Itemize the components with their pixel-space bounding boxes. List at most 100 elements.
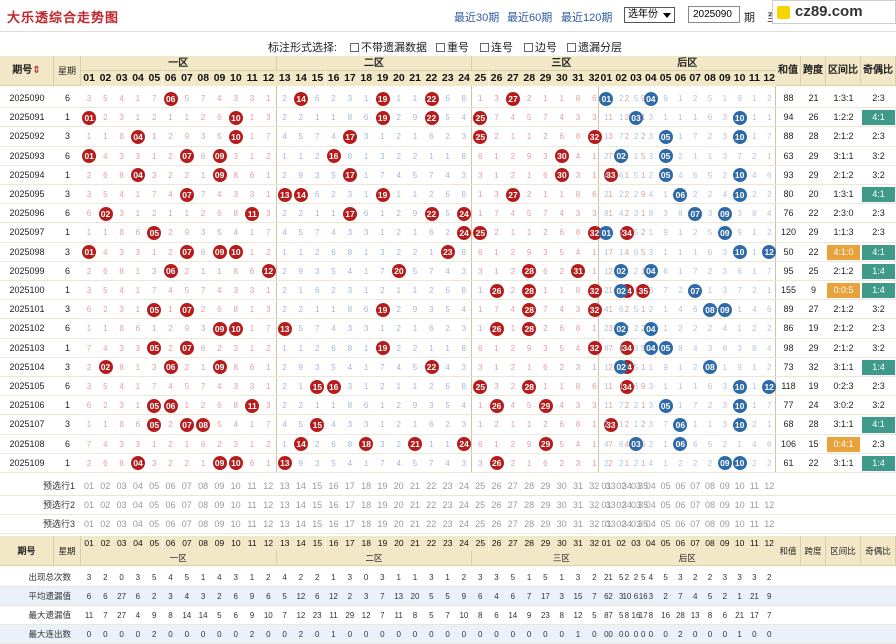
predict-number-cell[interactable]: 08 bbox=[198, 519, 209, 529]
predict-back-number-cell[interactable]: 08 bbox=[704, 519, 715, 529]
predict-number-cell[interactable]: 03 bbox=[116, 481, 127, 491]
predict-back-number-cell[interactable]: 04 bbox=[645, 519, 656, 529]
predict-back-number-cell[interactable]: 10 bbox=[734, 500, 745, 510]
predict-number-cell[interactable]: 18 bbox=[361, 500, 372, 510]
predict-number-cell[interactable]: 09 bbox=[214, 481, 225, 491]
predict-number-cell[interactable]: 10 bbox=[230, 500, 241, 510]
predict-number-cell[interactable]: 28 bbox=[524, 481, 535, 491]
predict-number-cell[interactable]: 30 bbox=[556, 481, 567, 491]
predict-number-cell[interactable]: 32 bbox=[589, 500, 600, 510]
predict-number-cell[interactable]: 24 bbox=[458, 519, 469, 529]
predict-back-number-cell[interactable]: 06 bbox=[675, 500, 686, 510]
predict-number-cell[interactable]: 26 bbox=[491, 519, 502, 529]
predict-back-number-cell[interactable]: 02 bbox=[616, 500, 627, 510]
predict-number-cell[interactable]: 26 bbox=[491, 500, 502, 510]
predict-back-number-cell[interactable]: 05 bbox=[660, 500, 671, 510]
predict-number-cell[interactable]: 06 bbox=[165, 481, 176, 491]
predict-number-cell[interactable]: 23 bbox=[442, 500, 453, 510]
predict-number-cell[interactable]: 29 bbox=[540, 481, 551, 491]
predict-back-number-cell[interactable]: 02 bbox=[616, 481, 627, 491]
predict-number-cell[interactable]: 20 bbox=[393, 500, 404, 510]
predict-number-cell[interactable]: 19 bbox=[377, 519, 388, 529]
predict-number-cell[interactable]: 25 bbox=[475, 500, 486, 510]
predict-number-cell[interactable]: 11 bbox=[247, 500, 257, 510]
predict-number-cell[interactable]: 16 bbox=[328, 519, 339, 529]
predict-number-cell[interactable]: 21 bbox=[409, 500, 420, 510]
predict-back-number-cell[interactable]: 10 bbox=[734, 519, 745, 529]
predict-back-number-cell[interactable]: 08 bbox=[704, 500, 715, 510]
option-consecutive[interactable]: 连号 bbox=[480, 39, 513, 55]
predict-number-cell[interactable]: 32 bbox=[589, 481, 600, 491]
predict-number-cell[interactable]: 24 bbox=[458, 481, 469, 491]
predict-number-cell[interactable]: 23 bbox=[442, 481, 453, 491]
link-recent-120[interactable]: 最近120期 bbox=[561, 12, 613, 24]
predict-number-cell[interactable]: 02 bbox=[100, 481, 111, 491]
predict-number-cell[interactable]: 09 bbox=[214, 519, 225, 529]
predict-number-cell[interactable]: 34 bbox=[621, 481, 632, 491]
predict-number-cell[interactable]: 12 bbox=[263, 500, 274, 510]
predict-number-cell[interactable]: 22 bbox=[426, 519, 437, 529]
predict-number-cell[interactable]: 23 bbox=[442, 519, 453, 529]
predict-number-cell[interactable]: 16 bbox=[328, 481, 339, 491]
option-no-miss[interactable]: 不带遗漏数据 bbox=[350, 39, 427, 55]
predict-number-cell[interactable]: 07 bbox=[181, 481, 192, 491]
predict-number-cell[interactable]: 34 bbox=[621, 500, 632, 510]
from-issue-input[interactable]: 2025090 bbox=[688, 6, 740, 23]
predict-number-cell[interactable]: 29 bbox=[540, 519, 551, 529]
predict-number-cell[interactable]: 04 bbox=[132, 500, 143, 510]
predict-back-number-cell[interactable]: 01 bbox=[601, 500, 612, 510]
predict-back-number-cell[interactable]: 04 bbox=[645, 500, 656, 510]
predict-back-number-cell[interactable]: 09 bbox=[719, 500, 730, 510]
predict-number-cell[interactable]: 18 bbox=[361, 481, 372, 491]
option-miss-layer[interactable]: 遗漏分层 bbox=[567, 39, 622, 55]
predict-number-cell[interactable]: 20 bbox=[393, 519, 404, 529]
predict-number-cell[interactable]: 31 bbox=[572, 500, 583, 510]
predict-number-cell[interactable]: 27 bbox=[507, 519, 518, 529]
year-select[interactable]: 选年份 bbox=[624, 7, 675, 23]
predict-back-number-cell[interactable]: 09 bbox=[719, 481, 730, 491]
sort-icon[interactable]: ⇕ bbox=[32, 65, 41, 76]
predict-number-cell[interactable]: 18 bbox=[361, 519, 372, 529]
predict-number-cell[interactable]: 22 bbox=[426, 481, 437, 491]
checkbox-icon[interactable] bbox=[524, 43, 533, 52]
predict-number-cell[interactable]: 32 bbox=[589, 519, 600, 529]
predict-number-cell[interactable]: 35 bbox=[638, 500, 649, 510]
predict-number-cell[interactable]: 05 bbox=[149, 500, 160, 510]
predict-number-cell[interactable]: 02 bbox=[100, 519, 111, 529]
predict-number-cell[interactable]: 27 bbox=[507, 500, 518, 510]
predict-back-number-cell[interactable]: 07 bbox=[690, 519, 701, 529]
predict-number-cell[interactable]: 03 bbox=[116, 519, 127, 529]
predict-number-cell[interactable]: 07 bbox=[181, 519, 192, 529]
predict-back-number-cell[interactable]: 03 bbox=[630, 481, 641, 491]
link-recent-30[interactable]: 最近30期 bbox=[454, 12, 500, 24]
predict-number-cell[interactable]: 06 bbox=[165, 519, 176, 529]
predict-number-cell[interactable]: 05 bbox=[149, 481, 160, 491]
predict-number-cell[interactable]: 16 bbox=[328, 500, 339, 510]
predict-back-number-cell[interactable]: 07 bbox=[690, 481, 701, 491]
predict-number-cell[interactable]: 17 bbox=[344, 481, 355, 491]
predict-number-cell[interactable]: 14 bbox=[295, 481, 306, 491]
predict-back-number-cell[interactable]: 08 bbox=[704, 481, 715, 491]
predict-number-cell[interactable]: 01 bbox=[83, 500, 94, 510]
predict-number-cell[interactable]: 13 bbox=[279, 481, 290, 491]
predict-back-number-cell[interactable]: 12 bbox=[764, 481, 775, 491]
predict-number-cell[interactable]: 04 bbox=[132, 519, 143, 529]
predict-back-number-cell[interactable]: 10 bbox=[734, 481, 745, 491]
predict-number-cell[interactable]: 09 bbox=[214, 500, 225, 510]
predict-number-cell[interactable]: 11 bbox=[247, 519, 257, 529]
predict-back-number-cell[interactable]: 06 bbox=[675, 481, 686, 491]
predict-number-cell[interactable]: 33 bbox=[605, 500, 616, 510]
predict-number-cell[interactable]: 02 bbox=[100, 500, 111, 510]
predict-number-cell[interactable]: 31 bbox=[572, 519, 583, 529]
predict-number-cell[interactable]: 12 bbox=[263, 481, 274, 491]
predict-number-cell[interactable]: 15 bbox=[312, 500, 323, 510]
predict-number-cell[interactable]: 12 bbox=[263, 519, 274, 529]
predict-number-cell[interactable]: 11 bbox=[247, 481, 257, 491]
predict-back-number-cell[interactable]: 01 bbox=[601, 519, 612, 529]
checkbox-icon[interactable] bbox=[480, 43, 489, 52]
checkbox-icon[interactable] bbox=[567, 43, 576, 52]
predict-back-number-cell[interactable]: 11 bbox=[749, 500, 760, 510]
predict-number-cell[interactable]: 26 bbox=[491, 481, 502, 491]
predict-number-cell[interactable]: 25 bbox=[475, 481, 486, 491]
predict-number-cell[interactable]: 10 bbox=[230, 481, 241, 491]
